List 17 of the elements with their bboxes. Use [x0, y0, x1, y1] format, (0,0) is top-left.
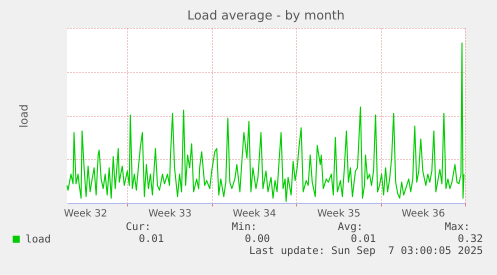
x-tick-label: Week 34 — [232, 208, 276, 220]
x-tick-label: Week 35 — [317, 208, 361, 220]
text: 0.32 — [458, 233, 483, 245]
text: 0.00 — [244, 233, 270, 245]
y-axis-title: load — [18, 104, 30, 128]
x-tick-label: Week 33 — [148, 208, 192, 220]
x-tick-label: Week 36 — [402, 208, 445, 220]
text: 0.01 — [350, 233, 376, 245]
text: 0.01 — [138, 233, 164, 245]
x-tick-label: Week 32 — [64, 208, 108, 220]
chart-title: Load average - by month — [187, 8, 345, 22]
text: Last update: Sun Sep 7 03:00:05 2025 — [249, 245, 483, 257]
text: Max: — [444, 221, 470, 233]
text: Min: — [232, 221, 257, 233]
text: Avg: — [338, 221, 363, 233]
legend-label: load — [26, 233, 51, 246]
text: Cur: — [126, 221, 151, 233]
